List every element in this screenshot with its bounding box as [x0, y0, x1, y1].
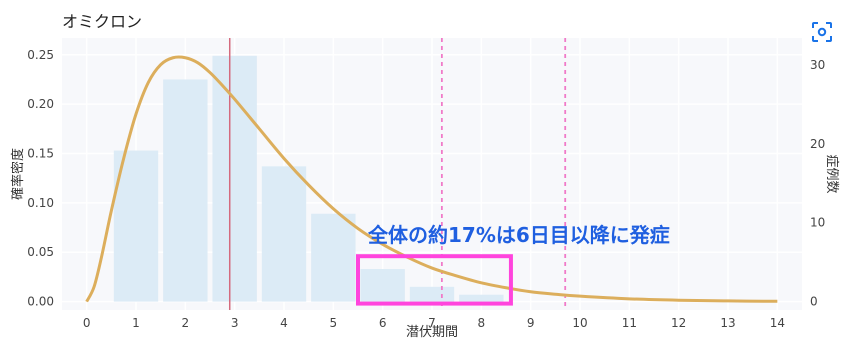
x-tick-label: 14: [770, 316, 785, 330]
annotation-text: 全体の約17%は6日目以降に発症: [367, 223, 670, 247]
y2-tick-label: 30: [810, 58, 825, 72]
x-tick-label: 5: [330, 316, 338, 330]
bar-day-2: [163, 79, 208, 302]
density-curve: [85, 55, 778, 303]
x-tick-label: 13: [720, 316, 735, 330]
y-axis-ticks: 0.00 0.05 0.10 0.15 0.20 0.25: [27, 48, 54, 309]
x-axis-ticks: 0 1 2 3 4 5 6 7 8 9 10 11 12 13 14: [83, 316, 785, 330]
bar-day-7: [409, 286, 455, 302]
scan-icon[interactable]: [812, 22, 832, 42]
bar-day-8: [459, 294, 504, 302]
x-tick-label: 8: [478, 316, 486, 330]
bars: [113, 55, 504, 302]
x-tick-label: 10: [572, 316, 587, 330]
bar-day-3: [212, 55, 257, 302]
y2-tick-label: 20: [810, 137, 825, 151]
x-tick-label: 4: [280, 316, 288, 330]
y2-tick-label: 10: [810, 216, 825, 230]
x-tick-label: 3: [231, 316, 239, 330]
y2-axis-ticks: 0 10 20 30: [810, 58, 825, 309]
highlight-box: [356, 254, 513, 306]
x-tick-label: 7: [428, 316, 436, 330]
y-tick-label: 0.20: [27, 97, 54, 111]
x-axis-title: 潜伏期間: [406, 325, 458, 340]
x-tick-label: 11: [622, 316, 637, 330]
x-tick-label: 2: [182, 316, 190, 330]
bar-day-1: [113, 150, 159, 302]
chart-title: オミクロン: [62, 12, 142, 31]
bar-day-4: [261, 166, 307, 302]
y2-axis-title: 症例数: [824, 154, 839, 193]
y-tick-label: 0.10: [27, 196, 54, 210]
x-tick-label: 9: [527, 316, 535, 330]
y-axis-title: 確率密度: [10, 148, 26, 200]
x-tick-label: 12: [671, 316, 686, 330]
bar-day-6: [360, 269, 405, 302]
y-tick-label: 0.05: [27, 245, 54, 259]
bar-day-5: [311, 213, 356, 302]
x-tick-label: 0: [83, 316, 91, 330]
x-tick-label: 6: [379, 316, 387, 330]
y-tick-label: 0.15: [27, 147, 54, 161]
x-tick-label: 1: [132, 316, 140, 330]
vertical-lines: [228, 38, 567, 310]
y2-tick-label: 0: [810, 295, 818, 309]
y-tick-label: 0.00: [27, 295, 54, 309]
y-tick-label: 0.25: [27, 48, 54, 62]
